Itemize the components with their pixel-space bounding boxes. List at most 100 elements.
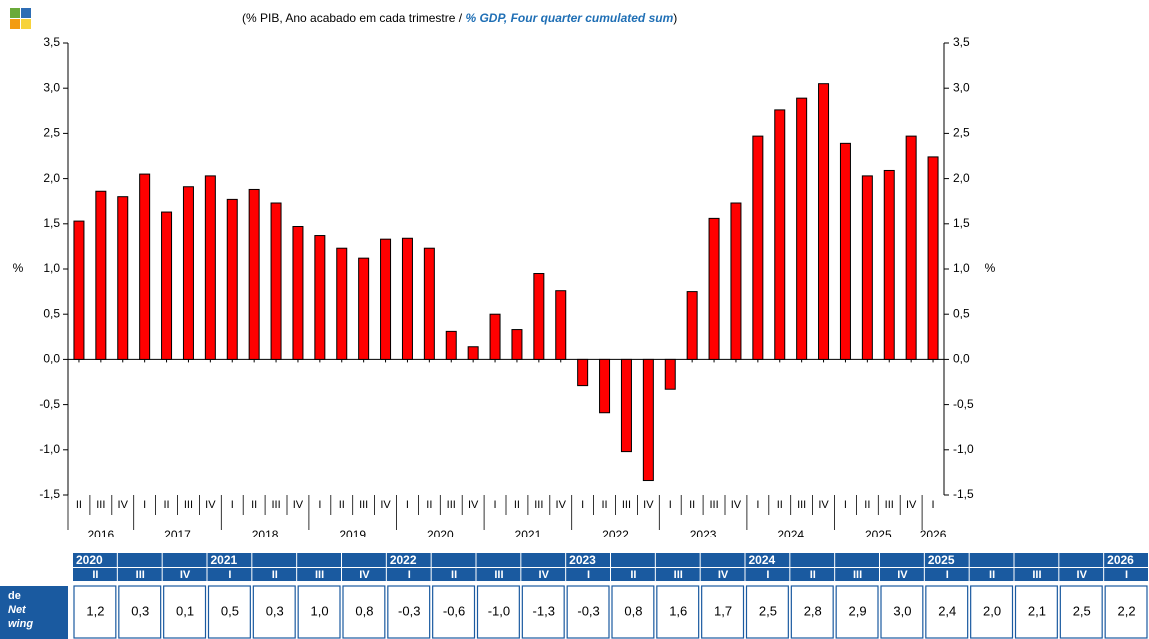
- value-label: -0,3: [577, 603, 599, 618]
- x-year-label: 2022: [602, 528, 629, 537]
- quarter-cell: [162, 568, 207, 581]
- x-tick-label: II: [864, 499, 870, 511]
- quarter-label: IV: [1077, 569, 1088, 581]
- x-tick-label: IV: [643, 499, 654, 511]
- x-tick-label: IV: [556, 499, 567, 511]
- value-cell: [342, 585, 386, 639]
- year-cell: [73, 553, 117, 567]
- y-axis-label: %: [13, 261, 24, 275]
- y2-tick-label: 2,0: [953, 171, 970, 185]
- x-tick-label: III: [797, 499, 806, 511]
- quarter-label: I: [766, 569, 769, 581]
- x-tick-label: I: [231, 499, 234, 511]
- bar: [161, 211, 173, 360]
- value-label: 0,5: [221, 603, 239, 618]
- value-cell: [656, 585, 700, 639]
- y-tick-label: 1,5: [43, 216, 60, 230]
- bar: [642, 358, 654, 482]
- year-cell: [162, 553, 207, 567]
- bar: [445, 330, 457, 360]
- year-cell: [476, 553, 521, 567]
- bar: [730, 202, 742, 360]
- quarter-label: II: [989, 569, 995, 581]
- quarter-cell: [611, 568, 655, 581]
- value-label: 1,0: [311, 603, 329, 618]
- value-cell: [207, 585, 251, 639]
- y2-tick-label: -1,5: [953, 487, 974, 501]
- year-cell: [969, 553, 1014, 567]
- quarter-label: II: [810, 569, 816, 581]
- year-cell: [880, 553, 924, 567]
- bar: [489, 313, 501, 360]
- x-tick-label: III: [96, 499, 105, 511]
- x-tick-label: III: [271, 499, 280, 511]
- quarter-cell: [924, 568, 969, 581]
- value-cell: [118, 585, 162, 639]
- value-label: 0,3: [131, 603, 149, 618]
- value-label: 2,1: [1028, 603, 1046, 618]
- x-tick-label: I: [406, 499, 409, 511]
- quarter-label: I: [946, 569, 949, 581]
- value-label: 1,6: [669, 603, 687, 618]
- quarter-label: II: [92, 569, 98, 581]
- x-tick-label: IV: [380, 499, 391, 511]
- value-cell: [1014, 585, 1058, 639]
- quarter-label: III: [853, 569, 862, 581]
- quarter-cell: [207, 568, 252, 581]
- bar: [95, 190, 107, 360]
- row-label: Net: [8, 604, 27, 616]
- x-tick-label: II: [339, 499, 345, 511]
- value-cell: [252, 585, 296, 639]
- value-label: 0,8: [624, 603, 642, 618]
- x-tick-label: I: [318, 499, 321, 511]
- value-label: -0,6: [443, 603, 465, 618]
- quarter-label: III: [674, 569, 683, 581]
- value-label: 2,0: [983, 603, 1001, 618]
- bar: [204, 175, 216, 360]
- x-tick-label: I: [494, 499, 497, 511]
- x-tick-label: II: [76, 499, 82, 511]
- quarter-cell: [1059, 568, 1104, 581]
- quarter-cell: [431, 568, 476, 581]
- bar: [774, 109, 786, 360]
- year-cell: [342, 553, 386, 567]
- quarter-cell: [117, 568, 162, 581]
- y2-tick-label: 1,5: [953, 216, 970, 230]
- value-cell: [297, 585, 341, 639]
- value-cell: [835, 585, 879, 639]
- value-cell: [476, 585, 520, 639]
- x-year-label: 2023: [690, 528, 717, 537]
- value-label: 2,4: [938, 603, 956, 618]
- y-tick-label: 1,0: [43, 261, 60, 275]
- x-tick-label: I: [844, 499, 847, 511]
- logo: [21, 8, 31, 18]
- bar: [533, 273, 545, 360]
- year-label: 2025: [928, 553, 955, 567]
- bar: [139, 173, 151, 360]
- x-year-label: 2021: [515, 528, 542, 537]
- x-year-label: 2025: [865, 528, 892, 537]
- value-cell: [790, 585, 834, 639]
- value-cell: [73, 585, 117, 639]
- quarter-label: I: [408, 569, 411, 581]
- quarter-cell: [700, 568, 745, 581]
- bar: [905, 135, 917, 360]
- value-cell: [1059, 585, 1103, 639]
- year-cell: [835, 553, 879, 567]
- x-tick-label: II: [514, 499, 520, 511]
- y2-tick-label: -1,0: [953, 442, 974, 456]
- x-tick-label: I: [932, 499, 935, 511]
- bar: [73, 220, 85, 360]
- value-cell: [566, 585, 610, 639]
- year-cell: [207, 553, 252, 567]
- quarter-label: III: [315, 569, 324, 581]
- x-tick-label: III: [885, 499, 894, 511]
- year-cell: [386, 553, 431, 567]
- quarter-label: IV: [180, 569, 191, 581]
- x-year-label: 2016: [87, 528, 114, 537]
- x-tick-label: III: [534, 499, 543, 511]
- value-label: -1,3: [533, 603, 555, 618]
- bar: [555, 290, 567, 360]
- y-tick-label: 3,5: [43, 35, 60, 49]
- quarter-label: I: [587, 569, 590, 581]
